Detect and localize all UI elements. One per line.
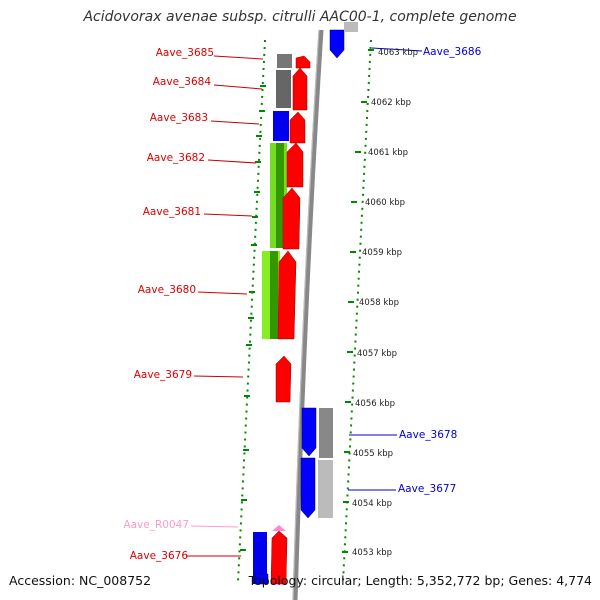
gene-label-aave-3676[interactable]: Aave_3676 — [130, 550, 189, 562]
gene-label-aave-r0047[interactable]: Aave_R0047 — [123, 519, 189, 531]
scale-tick-label: 4057 kbp — [357, 349, 397, 359]
rna-leader-line — [190, 525, 239, 528]
forward-genes — [270, 55, 311, 585]
gene-label-aave-3685[interactable]: Aave_3685 — [156, 47, 214, 59]
reverse-genes — [254, 29, 345, 585]
scale-tick-label: 4060 kbp — [365, 198, 405, 208]
accession-text: Accession: NC_008752 — [9, 573, 152, 588]
scale-tick-label: 4062 kbp — [371, 98, 411, 108]
gene-label-aave-3678[interactable]: Aave_3678 — [399, 429, 457, 441]
rna-gene-aave-r0047 — [272, 525, 286, 531]
gene-label-aave-3681[interactable]: Aave_3681 — [143, 206, 201, 218]
left-leader-lines — [186, 55, 264, 557]
gene-label-aave-3686[interactable]: Aave_3686 — [423, 46, 482, 58]
gene-label-aave-3684[interactable]: Aave_3684 — [153, 76, 212, 88]
right-scale-dashes — [342, 49, 374, 553]
scale-tick-label: 4063 kbp — [378, 48, 418, 58]
gene-label-aave-3677[interactable]: Aave_3677 — [398, 483, 456, 495]
right-leader-lines — [348, 47, 423, 491]
gene-label-aave-3679[interactable]: Aave_3679 — [134, 369, 192, 381]
scale-tick-label: 4054 kbp — [352, 499, 392, 509]
genome-stats-text: Topology: circular; Length: 5,352,772 bp… — [248, 573, 592, 588]
scale-tick-label: 4058 kbp — [359, 298, 399, 308]
gene-label-aave-3683[interactable]: Aave_3683 — [150, 112, 208, 124]
scale-tick-label: 4053 kbp — [352, 548, 392, 558]
gene-label-aave-3680[interactable]: Aave_3680 — [138, 284, 196, 296]
scale-tick-label: 4055 kbp — [353, 449, 393, 459]
scale-tick-label: 4061 kbp — [368, 148, 408, 158]
gene-label-aave-3682[interactable]: Aave_3682 — [147, 152, 205, 164]
scale-tick-label: 4059 kbp — [362, 248, 402, 258]
cog-track — [253, 54, 292, 584]
right-cog-track — [318, 22, 358, 518]
genome-backbone — [292, 29, 324, 600]
scale-tick-label: 4056 kbp — [355, 399, 395, 409]
map-title: Acidovorax avenae subsp. citrulli AAC00-… — [83, 9, 517, 25]
left-scale-dashes — [240, 85, 266, 551]
